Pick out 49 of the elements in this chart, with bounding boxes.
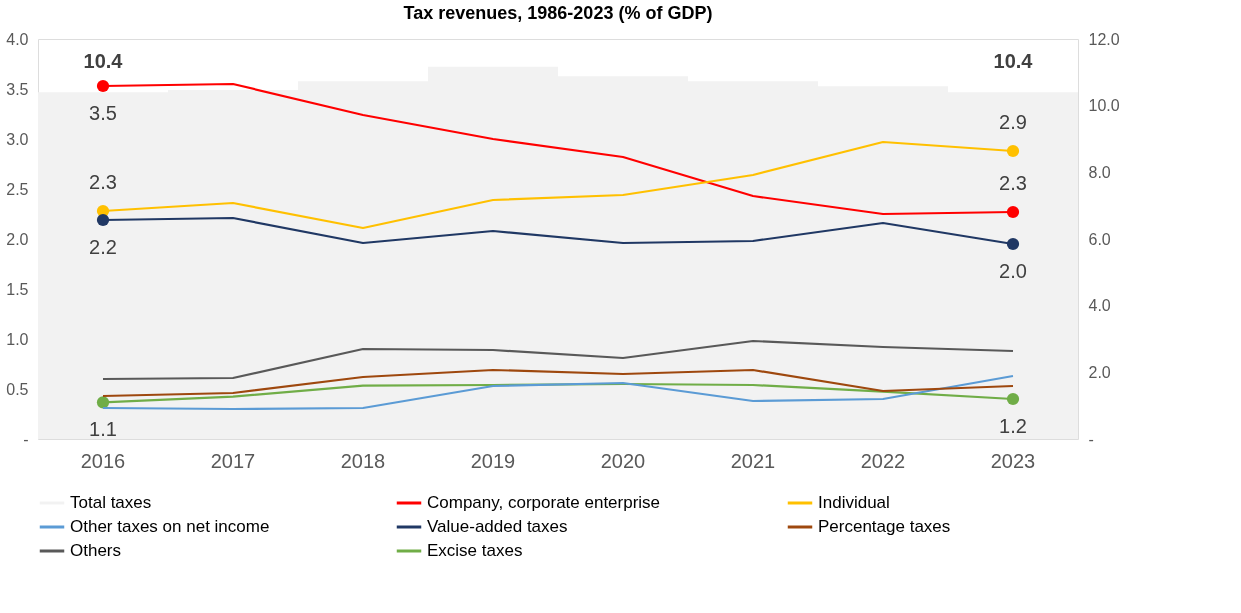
x-tick-label: 2022 [860, 449, 906, 472]
x-tick-label: 2021 [730, 449, 776, 472]
point [96, 79, 110, 93]
y-tick-label: - [23, 430, 29, 448]
data-label: 10.4 [83, 50, 124, 73]
data-label: 3.5 [89, 102, 117, 124]
data-label: 1.2 [999, 415, 1027, 437]
y-tick-label: 0.5 [6, 380, 29, 398]
legend-label: Others [70, 541, 122, 560]
y2-tick-label: 12.0 [1088, 30, 1120, 48]
x-tick-label: 2019 [470, 449, 516, 472]
y2-tick-label: 2.0 [1088, 363, 1111, 381]
y-tick-label: 3.5 [6, 80, 29, 98]
point [96, 213, 110, 227]
legend-label: Total taxes [70, 493, 152, 512]
x-tick-label: 2017 [210, 449, 256, 472]
y-tick-label: 3.0 [6, 130, 29, 148]
y2-tick-label: 8.0 [1088, 163, 1111, 181]
legend-label: Individual [818, 493, 890, 512]
legend-label: Other taxes on net income [70, 517, 270, 536]
y-tick-label: 1.0 [6, 330, 29, 348]
data-label: 2.9 [999, 111, 1027, 133]
point [1006, 237, 1020, 251]
y-tick-label: 2.0 [6, 230, 29, 248]
y-tick-label: 1.5 [6, 280, 29, 298]
data-label: 2.3 [999, 172, 1027, 194]
x-tick-label: 2018 [340, 449, 386, 472]
point [1006, 205, 1020, 219]
y-tick-label: 2.5 [6, 180, 29, 198]
data-label: 2.0 [999, 260, 1027, 282]
legend-label: Value-added taxes [427, 517, 568, 536]
legend-label: Excise taxes [427, 541, 523, 560]
y-tick-label: 4.0 [6, 30, 29, 48]
chart-title: Tax revenues, 1986-2023 (% of GDP) [403, 3, 713, 23]
point [1006, 144, 1020, 158]
y2-tick-label: - [1088, 430, 1094, 448]
x-tick-label: 2016 [80, 449, 126, 472]
legend-label: Company, corporate enterprise [427, 493, 661, 512]
y2-tick-label: 10.0 [1088, 97, 1120, 115]
data-label: 2.2 [89, 236, 117, 258]
data-label: 10.4 [993, 50, 1034, 73]
x-tick-label: 2023 [990, 449, 1036, 472]
x-tick-label: 2020 [600, 449, 646, 472]
y2-tick-label: 4.0 [1088, 297, 1111, 315]
line-series [101, 339, 1015, 381]
y2-tick-label: 6.0 [1088, 230, 1111, 248]
data-label: 2.3 [89, 171, 117, 193]
data-label: 1.1 [89, 418, 117, 441]
legend-label: Percentage taxes [818, 517, 951, 536]
